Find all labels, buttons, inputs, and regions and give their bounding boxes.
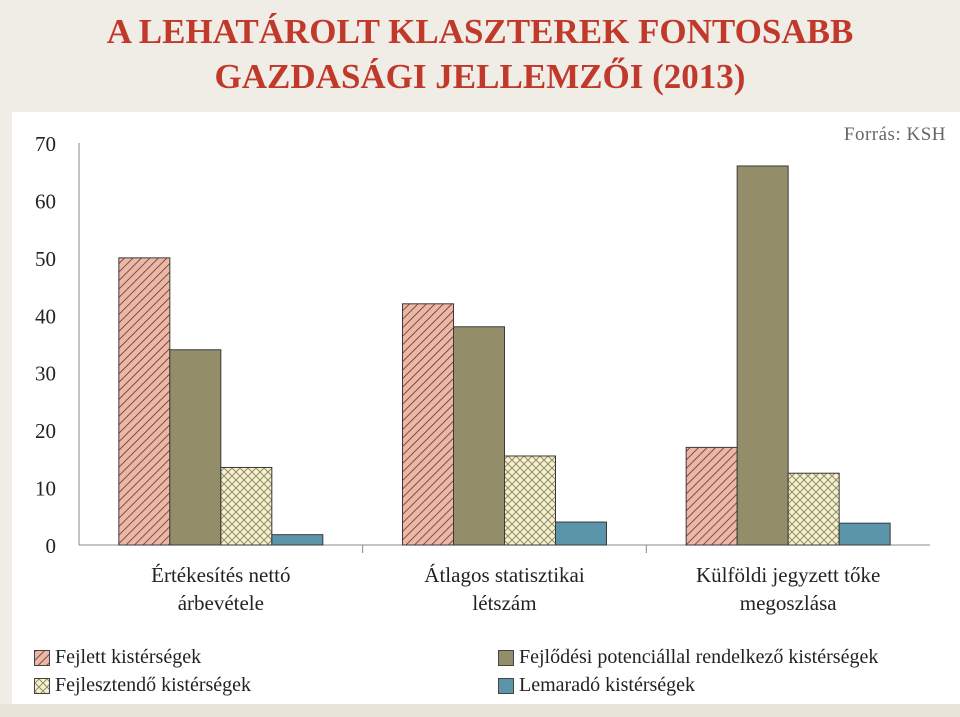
- legend: Fejlett kistérségek Fejlődési potenciáll…: [0, 640, 960, 702]
- y-tick-label: 20: [35, 419, 56, 443]
- y-tick-label: 30: [35, 362, 56, 386]
- y-tick-label: 0: [46, 534, 57, 558]
- bar-lemarado: [838, 522, 891, 546]
- legend-label-potencial: Fejlődési potenciállal rendelkező kistér…: [519, 646, 879, 668]
- bar-fejlesztendo: [220, 466, 273, 546]
- left-border-strip: [0, 112, 12, 717]
- chart-title-line1: A LEHATÁROLT KLASZTEREK FONTOSABB: [106, 12, 854, 51]
- bar-fejlesztendo: [504, 455, 556, 546]
- bottom-border-strip: [0, 704, 960, 717]
- y-tick-label: 40: [35, 304, 56, 328]
- category-label: árbevétele: [178, 591, 264, 615]
- y-tick-label: 60: [35, 189, 56, 213]
- legend-swatch-fejlett: [34, 649, 50, 666]
- category-label: Külföldi jegyzett tőke: [696, 563, 880, 587]
- category-label: megoszlása: [740, 591, 837, 615]
- bar-fejlesztendo: [787, 472, 840, 546]
- y-tick-label: 70: [35, 132, 56, 156]
- legend-item-fejlett: Fejlett kistérségek: [34, 646, 201, 669]
- y-tick-label: 10: [35, 477, 56, 501]
- legend-label-fejlett: Fejlett kistérségek: [55, 646, 202, 668]
- legend-swatch-potencial: [498, 649, 514, 666]
- bar-potencial: [169, 349, 222, 546]
- category-label: létszám: [472, 591, 536, 615]
- legend-item-potencial: Fejlődési potenciállal rendelkező kistér…: [498, 646, 878, 669]
- bar-lemarado: [271, 534, 324, 546]
- bar-potencial: [453, 326, 505, 546]
- bar-lemarado: [555, 521, 607, 546]
- legend-swatch-lemarado: [498, 677, 514, 694]
- category-label: Értékesítés nettó: [151, 563, 290, 587]
- bar-fejlett: [402, 303, 454, 546]
- bar-fejlett: [118, 257, 171, 546]
- legend-swatch-fejlesztendo: [34, 677, 50, 694]
- labels: 0 10 20 30 40 50 60 70 Értékesítés nettó árbevéte…: [35, 132, 880, 615]
- category-label: Átlagos statisztikai: [424, 563, 585, 587]
- bar-fejlett: [685, 446, 738, 546]
- legend-item-fejlesztendo: Fejlesztendő kistérségek: [34, 674, 251, 697]
- source-note: Forrás: KSH: [843, 124, 946, 145]
- legend-item-lemarado: Lemaradó kistérségek: [498, 674, 695, 697]
- bar-potencial: [736, 165, 789, 546]
- y-tick-label: 50: [35, 247, 56, 271]
- bars: [118, 165, 891, 546]
- legend-label-fejlesztendo: Fejlesztendő kistérségek: [55, 674, 252, 696]
- header-band: [0, 0, 960, 112]
- chart-title-line2: GAZDASÁGI JELLEMZŐI (2013): [214, 57, 746, 96]
- legend-label-lemarado: Lemaradó kistérségek: [519, 674, 696, 696]
